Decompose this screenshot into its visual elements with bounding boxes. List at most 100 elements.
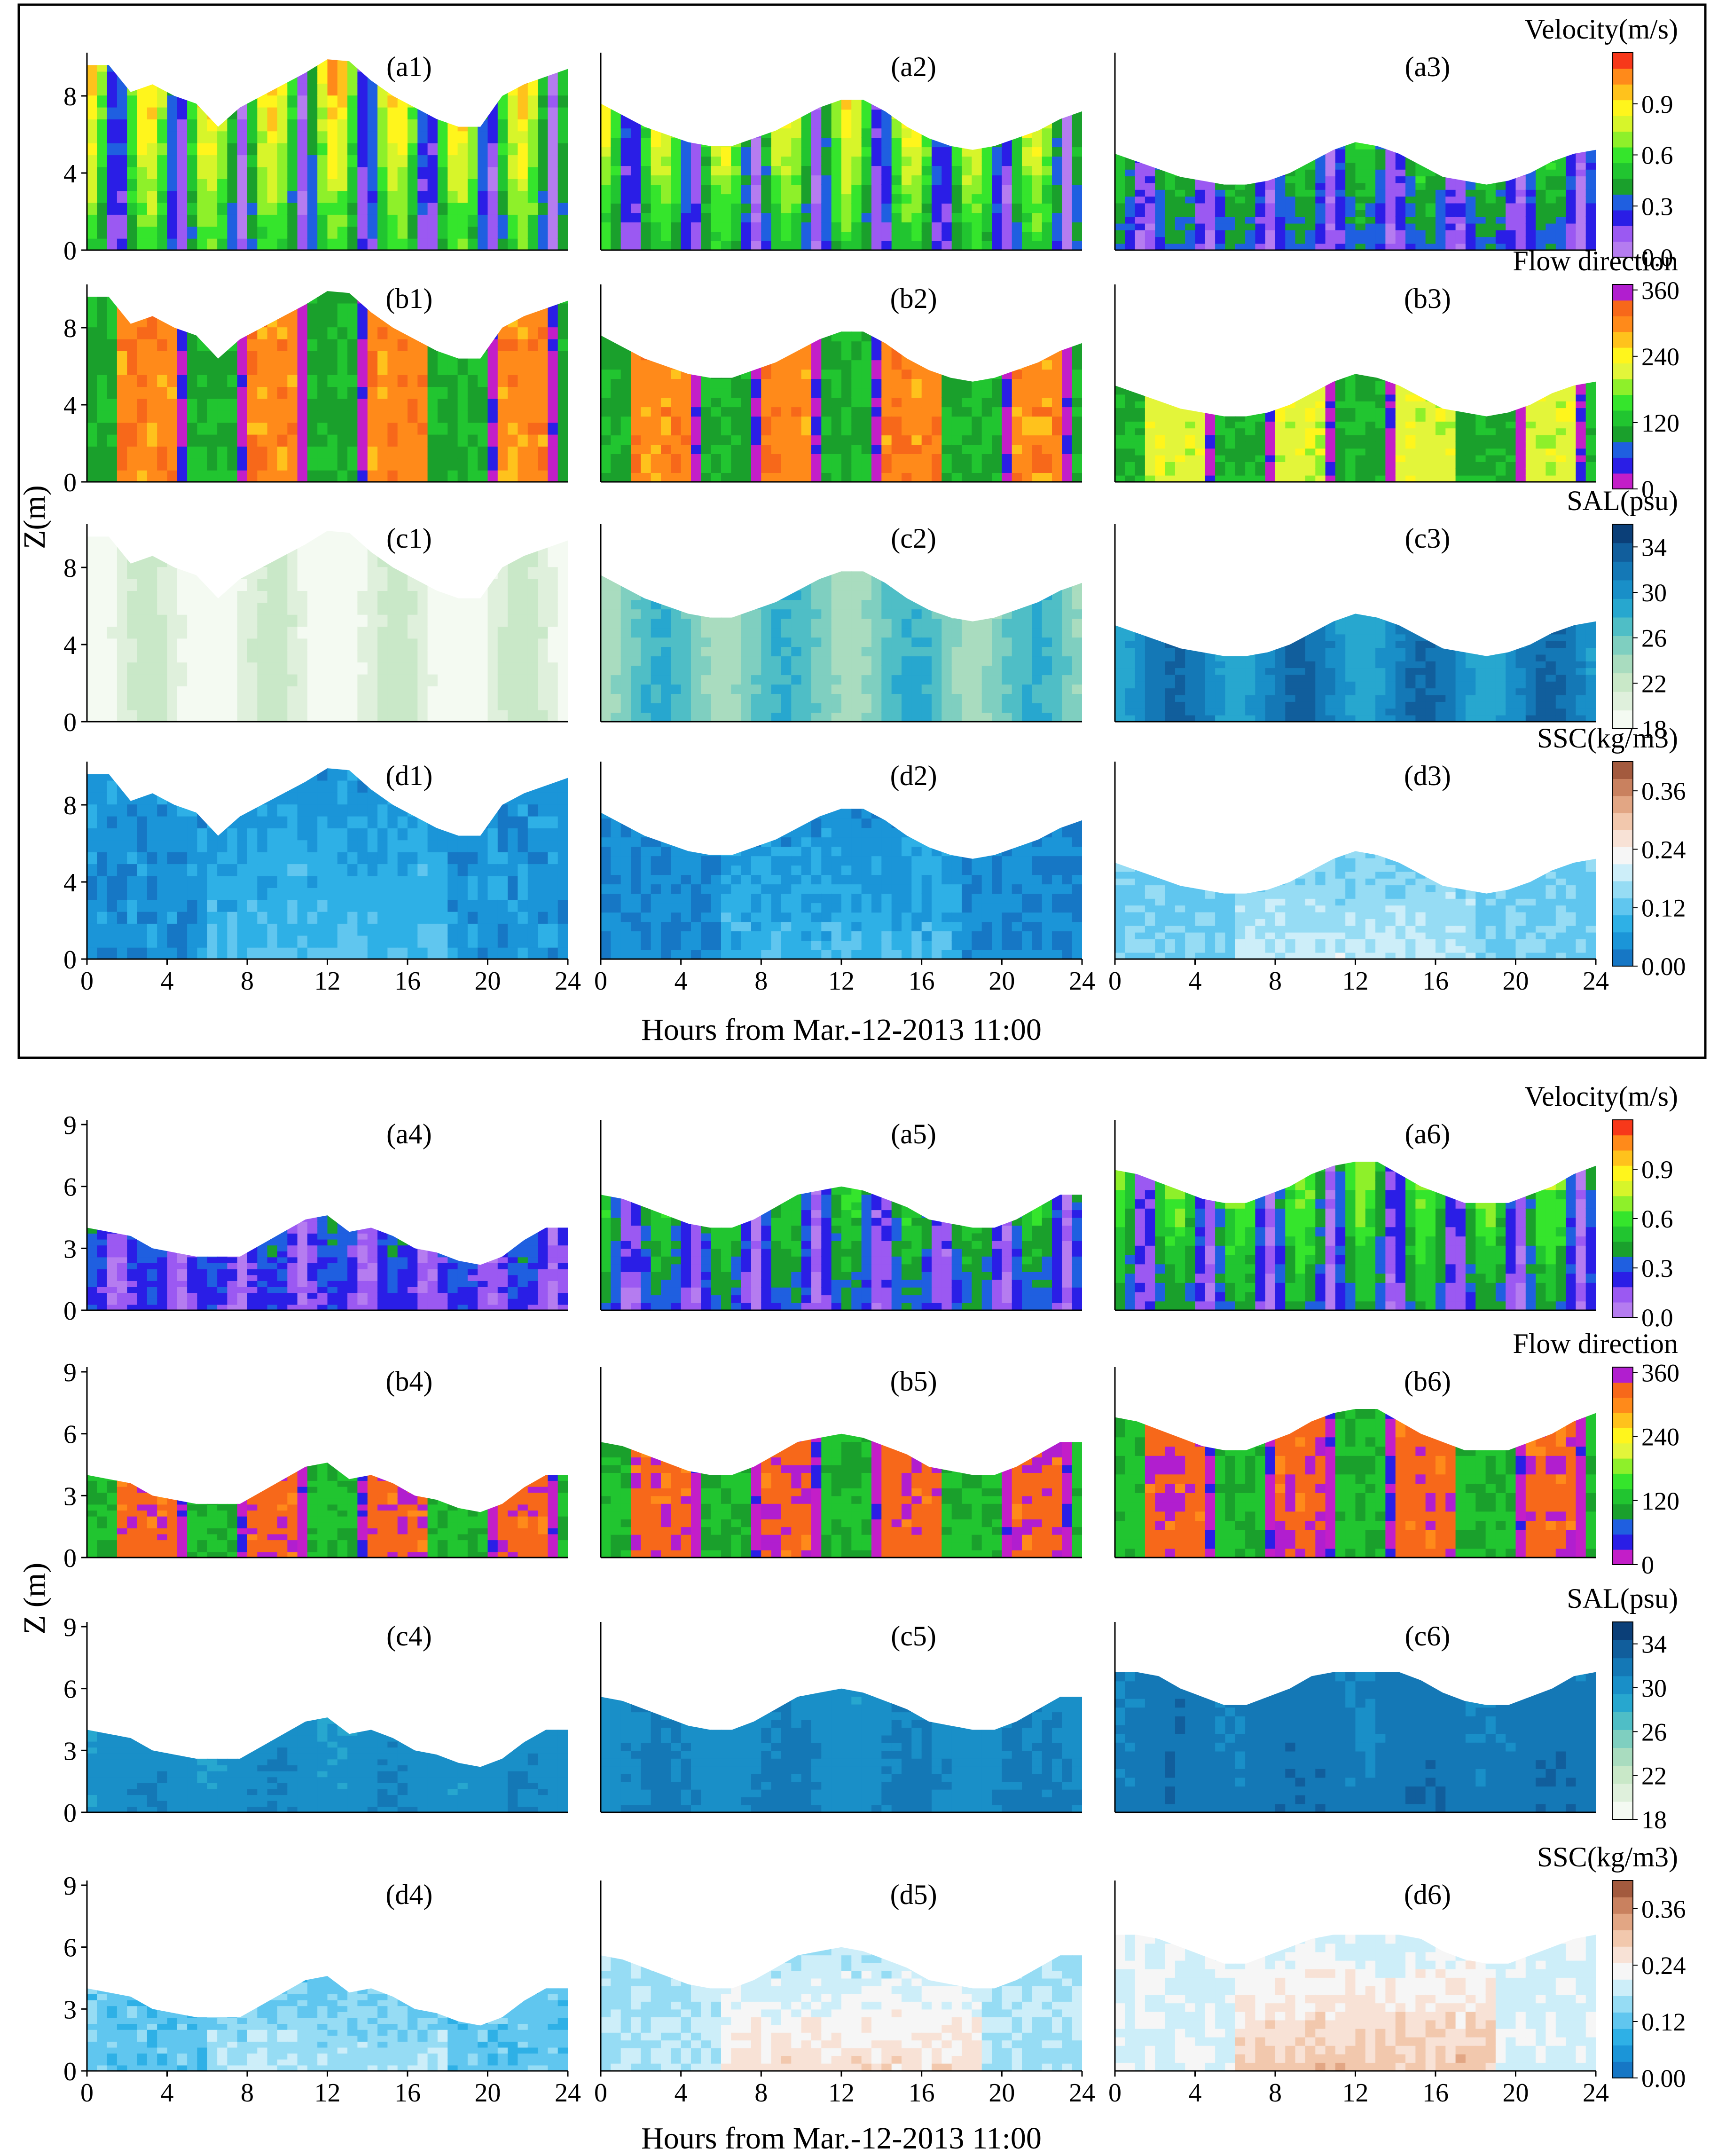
field-cell — [1506, 475, 1516, 482]
field-cell — [1115, 401, 1126, 409]
field-cell — [921, 435, 932, 445]
field-cell — [1135, 176, 1145, 183]
field-cell — [187, 178, 198, 191]
field-cell — [1365, 475, 1376, 482]
field-cell — [1042, 147, 1052, 157]
field-cell — [1155, 209, 1166, 217]
field-cell — [721, 463, 732, 473]
field-cell — [851, 118, 862, 129]
field-cell — [157, 709, 168, 722]
field-cell — [911, 463, 922, 473]
field-cell — [1365, 455, 1376, 462]
field-cell — [157, 118, 168, 132]
field-cell — [557, 118, 568, 132]
field-cell — [1425, 414, 1436, 422]
field-cell — [1536, 236, 1546, 244]
field-cell — [518, 386, 528, 399]
field-cell — [1555, 468, 1567, 476]
field-cell — [177, 410, 188, 423]
field-cell — [611, 194, 621, 204]
field-cell — [1235, 468, 1246, 476]
field-cell — [771, 425, 782, 436]
field-cell — [1545, 455, 1556, 462]
field-cell — [327, 166, 338, 179]
field-cell — [1072, 388, 1082, 398]
field-cell — [257, 650, 268, 663]
field-cell — [1305, 236, 1316, 244]
field-cell — [157, 567, 168, 579]
field-cell — [871, 425, 882, 436]
field-cell — [1002, 397, 1012, 408]
field-cell — [1235, 434, 1246, 442]
field-cell — [1436, 448, 1446, 456]
field-cell — [641, 194, 651, 204]
field-cell — [347, 107, 358, 119]
field-cell — [267, 398, 278, 411]
field-cell — [721, 407, 732, 417]
field-cell — [287, 107, 298, 119]
field-cell — [962, 175, 973, 185]
field-cell — [1305, 176, 1316, 183]
field-cell — [1135, 414, 1145, 422]
field-cell — [1566, 162, 1577, 170]
field-cell — [1315, 468, 1326, 476]
field-cell — [1566, 475, 1577, 482]
field-cell — [297, 410, 308, 423]
field-cell — [691, 241, 702, 250]
field-cell — [217, 614, 228, 627]
field-cell — [508, 107, 518, 119]
field-cell — [681, 435, 691, 445]
field-cell — [1545, 189, 1556, 197]
field-cell — [538, 226, 549, 239]
field-cell — [981, 231, 992, 241]
field-cell — [1566, 169, 1577, 177]
field-cell — [1335, 216, 1346, 224]
field-cell — [107, 155, 118, 167]
field-cell — [1155, 169, 1166, 177]
field-cell — [641, 147, 651, 157]
field-cell — [1072, 463, 1082, 473]
field-cell — [1335, 468, 1346, 476]
field-cell — [1385, 196, 1396, 204]
field-cell — [781, 378, 792, 389]
field-cell — [1345, 229, 1356, 237]
field-cell — [1042, 156, 1052, 166]
field-cell — [801, 203, 812, 213]
field-cell — [327, 95, 338, 108]
field-cell — [497, 238, 509, 250]
field-cell — [871, 388, 882, 398]
field-cell — [1115, 441, 1126, 449]
field-cell — [367, 226, 378, 239]
field-cell — [177, 422, 188, 435]
field-cell — [902, 184, 912, 195]
field-cell — [801, 369, 812, 379]
field-cell — [137, 95, 148, 108]
field-cell — [1125, 162, 1136, 170]
field-cell — [1576, 169, 1586, 177]
field-cell — [651, 203, 661, 213]
field-cell — [457, 446, 468, 459]
field-cell — [1355, 380, 1366, 388]
field-cell — [1195, 455, 1206, 462]
field-cell — [1365, 169, 1376, 177]
field-cell — [1145, 169, 1156, 177]
field-cell — [941, 463, 952, 473]
field-cell — [207, 662, 218, 675]
field-cell — [1395, 387, 1406, 395]
field-cell — [1165, 243, 1176, 250]
field-cell — [508, 398, 518, 411]
field-cell — [1315, 203, 1326, 210]
field-cell — [1436, 216, 1446, 224]
field-cell — [1355, 162, 1366, 170]
field-cell — [1585, 189, 1596, 197]
field-cell — [247, 662, 258, 675]
field-cell — [557, 338, 568, 351]
field-cell — [447, 142, 458, 156]
field-cell — [1395, 462, 1406, 469]
field-cell — [457, 202, 468, 215]
field-cell — [1455, 236, 1466, 244]
field-cell — [387, 95, 398, 108]
field-cell — [167, 190, 178, 203]
field-cell — [508, 166, 518, 179]
field-cell — [257, 602, 268, 615]
